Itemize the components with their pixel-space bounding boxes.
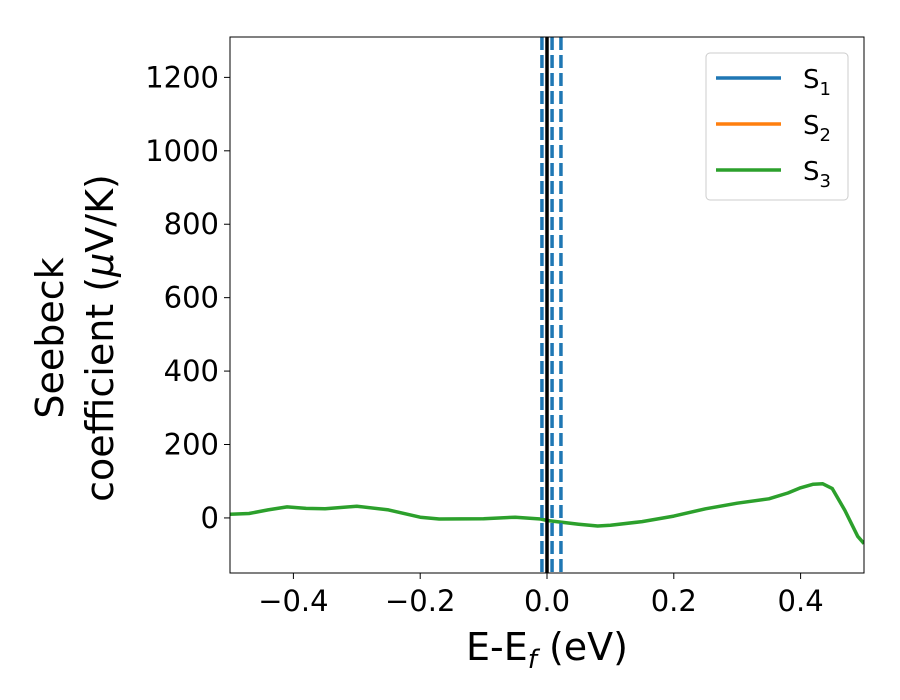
x-axis-title-main: E-E [466, 625, 528, 669]
x-tick-label: 0.0 [524, 584, 570, 618]
y-tick-label: 600 [164, 281, 219, 315]
y-tick-label: 1200 [145, 60, 219, 94]
y-axis-title-line2-text: coefficient ( [78, 277, 122, 502]
y-axis-ticks: 0 200 400 600 800 1000 1200 [145, 60, 230, 535]
y-axis-title-line1: Seebeck [28, 257, 72, 418]
y-axis-title-unit: V/K) [78, 174, 122, 253]
series-line-s3 [230, 482, 864, 545]
legend-label-s2: S2 [803, 111, 831, 146]
plot-area [230, 37, 864, 573]
y-tick-label: 0 [201, 501, 219, 535]
x-tick-label: −0.4 [258, 584, 328, 618]
legend-box [705, 52, 849, 201]
y-tick-label: 800 [164, 207, 219, 241]
y-axis-title-line2: coefficient (μV/K) [78, 174, 122, 502]
y-tick-label: 200 [164, 428, 219, 462]
legend: S1 S2 S3 [705, 52, 849, 201]
plot-frame [229, 36, 865, 574]
legend-label-s1: S1 [803, 65, 831, 100]
x-tick-label: 0.4 [778, 584, 824, 618]
x-tick-label: −0.2 [385, 584, 455, 618]
x-axis-title: E-Ef (eV) [466, 625, 628, 675]
x-axis-title-unit: (eV) [537, 625, 628, 669]
x-tick-label: 0.2 [651, 584, 697, 618]
y-tick-label: 1000 [145, 134, 219, 168]
y-tick-label: 400 [164, 354, 219, 388]
y-axis-title-mu: μ [78, 253, 122, 278]
y-axis-title: Seebeck coefficient (μV/K) [28, 174, 122, 502]
x-axis-ticks: −0.4 −0.2 0.0 0.2 0.4 [258, 573, 824, 618]
legend-label-s3: S3 [803, 157, 831, 192]
